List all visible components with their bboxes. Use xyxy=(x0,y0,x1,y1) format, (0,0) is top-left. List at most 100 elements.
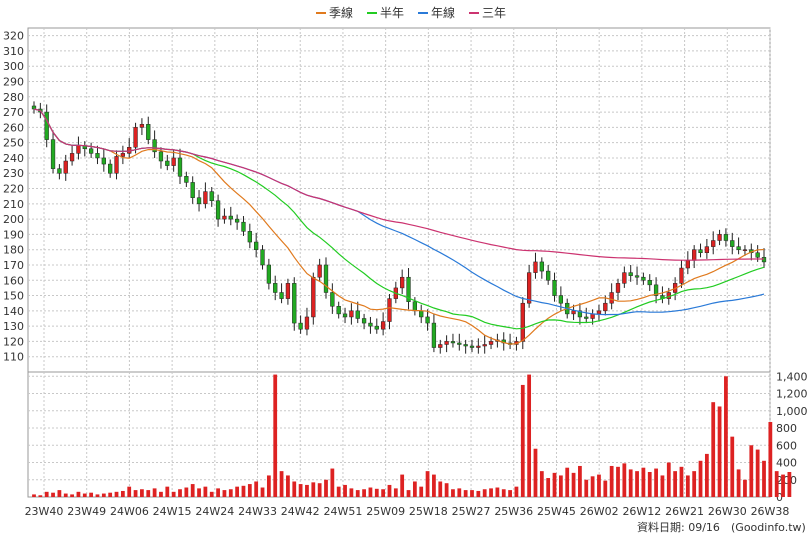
volume-bar xyxy=(70,494,74,497)
candle-body xyxy=(69,153,75,162)
volume-bar xyxy=(235,486,240,497)
ma-line-1 xyxy=(33,108,765,345)
candle-body xyxy=(349,310,354,318)
volume-bar xyxy=(32,494,36,497)
candle-body xyxy=(273,283,278,293)
candle-body xyxy=(463,344,468,347)
volume-bar xyxy=(565,467,570,497)
candle-body xyxy=(152,139,157,153)
candle-body xyxy=(679,267,684,284)
candle-body xyxy=(171,157,176,166)
x-tick-label: 26W02 xyxy=(580,505,619,518)
candle-body xyxy=(730,240,735,247)
candle-body xyxy=(88,148,94,154)
volume-bar xyxy=(152,488,157,497)
candle-body xyxy=(361,318,367,324)
volume-bar xyxy=(343,484,347,497)
candle-body xyxy=(228,215,233,220)
volume-bar xyxy=(590,476,595,497)
volume-bar xyxy=(660,475,665,497)
x-tick-label: 25W36 xyxy=(494,505,533,518)
ma-line-4 xyxy=(33,108,764,261)
candle-body xyxy=(476,345,481,348)
volume-bar xyxy=(76,491,81,497)
volume-bar xyxy=(432,474,436,497)
volume-bar xyxy=(127,486,132,497)
candle-body xyxy=(330,292,335,307)
volume-bar xyxy=(736,469,741,497)
price-tick-label: 210 xyxy=(3,198,24,211)
x-tick-label: 25W18 xyxy=(409,505,448,518)
candle-body xyxy=(622,272,627,284)
candle-body xyxy=(717,234,722,241)
candle-body xyxy=(628,272,633,276)
volume-bar xyxy=(609,465,614,497)
volume-bar xyxy=(584,479,589,497)
candle-body xyxy=(736,246,741,250)
volume-bar xyxy=(197,488,201,497)
volume-bar xyxy=(241,485,246,497)
price-tick-label: 190 xyxy=(3,228,24,241)
volume-bar xyxy=(743,479,747,497)
x-tick-label: 24W15 xyxy=(153,505,192,518)
ma-line-2 xyxy=(33,108,765,330)
legend-label: 半年 xyxy=(380,6,404,20)
volume-bar xyxy=(292,481,297,497)
price-tick-label: 280 xyxy=(3,91,24,104)
candle-body xyxy=(584,316,589,319)
candle-body xyxy=(653,284,659,296)
price-tick-label: 220 xyxy=(3,183,24,196)
candle-body xyxy=(304,316,310,330)
candle-body xyxy=(647,280,652,286)
volume-bar xyxy=(476,490,481,497)
volume-bar xyxy=(774,471,779,497)
volume-bar xyxy=(698,460,703,497)
candle-body xyxy=(368,322,373,327)
volume-bar xyxy=(539,471,544,497)
volume-bar xyxy=(571,472,576,497)
volume-bar xyxy=(463,490,468,497)
candle-body xyxy=(203,191,208,205)
x-axis: 23W40 23W49 24W06 24W15 24W24 24W33 24W42 24W51… xyxy=(25,505,790,518)
volume-bar xyxy=(412,481,417,497)
volume-bar xyxy=(711,402,716,497)
volume-bar xyxy=(120,490,125,497)
volume-bar xyxy=(444,483,449,497)
candle-body xyxy=(184,176,189,183)
volume-bar xyxy=(781,474,785,497)
candle-body xyxy=(57,168,62,174)
candle-body xyxy=(615,283,621,293)
candle-body xyxy=(222,215,227,220)
price-tick-label: 140 xyxy=(3,305,24,318)
candle-body xyxy=(374,325,379,330)
candle-body xyxy=(279,292,284,299)
candle-body xyxy=(355,310,360,319)
x-tick-label: 24W06 xyxy=(110,505,149,518)
volume-bar xyxy=(679,466,684,497)
volume-bar xyxy=(381,489,386,497)
volume-bar xyxy=(317,483,322,497)
candle-body xyxy=(342,313,348,318)
volume-bar xyxy=(482,489,487,497)
candle-body xyxy=(285,283,291,299)
x-tick-label: 25W27 xyxy=(452,505,491,518)
candle-body xyxy=(215,200,221,220)
candle-body xyxy=(190,182,195,198)
volume-bar xyxy=(178,489,182,497)
candle-body xyxy=(139,124,145,128)
candle-body xyxy=(63,160,68,174)
candle-body xyxy=(742,249,748,251)
volume-bar xyxy=(552,472,557,497)
volume-tick-label: 1,000 xyxy=(776,405,808,418)
volume-bar xyxy=(273,374,278,497)
price-tick-label: 250 xyxy=(3,137,24,150)
candle-body xyxy=(552,280,557,296)
x-tick-label: 24W51 xyxy=(324,505,363,518)
candle-body xyxy=(146,124,151,140)
volume-bar xyxy=(374,488,379,497)
volume-bar xyxy=(82,493,87,497)
volume-bar xyxy=(146,490,151,497)
x-tick-label: 24W24 xyxy=(195,505,234,518)
candle-body xyxy=(438,344,443,348)
price-panel: 110 120 130 140 150 160 170 180 190 200 210 220 230 2… xyxy=(3,27,771,373)
